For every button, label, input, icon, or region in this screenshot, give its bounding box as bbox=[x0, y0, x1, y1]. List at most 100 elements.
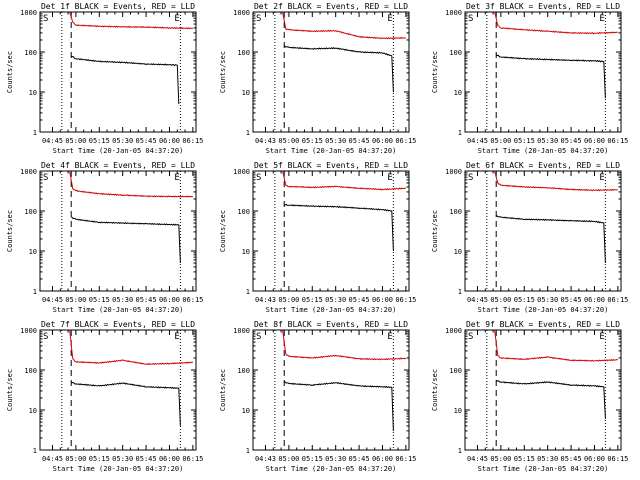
x-tick-label: 06:00 bbox=[372, 137, 393, 145]
x-tick-label: 06:00 bbox=[372, 296, 393, 304]
plot-frame bbox=[39, 329, 197, 451]
series-lld bbox=[282, 11, 406, 40]
series-lld bbox=[69, 329, 193, 366]
x-tick-label: 05:00 bbox=[490, 137, 511, 145]
y-tick-label: 1000 bbox=[20, 327, 37, 335]
y-tick-label: 1 bbox=[33, 129, 37, 137]
panel-det-7: Det 7f BLACK = Events, RED = LLD 1 10 100 10… bbox=[6, 320, 203, 473]
start-marker-label: S bbox=[468, 14, 473, 24]
x-tick-label: 05:00 bbox=[278, 455, 299, 463]
x-tick-label: 05:30 bbox=[537, 296, 558, 304]
x-axis-label: Start Time (20-Jan-05 04:37:20) bbox=[478, 147, 609, 155]
y-tick-label: 1 bbox=[246, 129, 250, 137]
y-axis-label: Counts/sec bbox=[6, 210, 14, 252]
start-marker-label: S bbox=[256, 14, 261, 24]
x-axis-label: Start Time (20-Jan-05 04:37:20) bbox=[266, 306, 397, 314]
x-tick-label: 05:15 bbox=[89, 137, 110, 145]
x-tick-label: 05:30 bbox=[325, 296, 346, 304]
y-axis-label: Counts/sec bbox=[6, 369, 14, 411]
y-tick-label: 1 bbox=[246, 288, 250, 296]
y-tick-label: 1 bbox=[458, 129, 462, 137]
x-tick-label: 04:43 bbox=[255, 296, 276, 304]
panel-title: Det 7f BLACK = Events, RED = LLD bbox=[41, 320, 195, 329]
x-tick-label: 06:15 bbox=[607, 137, 628, 145]
x-tick-label: 05:45 bbox=[136, 137, 157, 145]
x-tick-label: 06:15 bbox=[607, 296, 628, 304]
x-tick-label: 06:00 bbox=[159, 296, 180, 304]
y-axis-label: Counts/sec bbox=[6, 51, 14, 93]
panel-det-8: Det 8f BLACK = Events, RED = LLD 1 10 100 10… bbox=[219, 320, 416, 473]
x-tick-label: 04:43 bbox=[255, 137, 276, 145]
y-tick-label: 100 bbox=[237, 49, 250, 57]
plot-frame bbox=[252, 329, 410, 451]
panel-det-2: Det 2f BLACK = Events, RED = LLD 1 10 100 10… bbox=[219, 2, 416, 155]
end-marker-label: E bbox=[599, 332, 604, 342]
start-marker-label: S bbox=[43, 332, 48, 342]
x-tick-label: 04:45 bbox=[42, 455, 63, 463]
series-events bbox=[495, 380, 606, 419]
x-tick-label: 05:45 bbox=[349, 455, 370, 463]
y-axis-label: Counts/sec bbox=[219, 51, 227, 93]
x-tick-label: 05:45 bbox=[349, 137, 370, 145]
series-lld bbox=[69, 11, 193, 30]
x-tick-label: 05:00 bbox=[65, 455, 86, 463]
x-tick-label: 05:45 bbox=[136, 296, 157, 304]
x-tick-label: 05:00 bbox=[490, 296, 511, 304]
y-tick-label: 100 bbox=[237, 208, 250, 216]
y-tick-label: 100 bbox=[449, 367, 462, 375]
end-marker-label: E bbox=[599, 173, 604, 183]
x-tick-label: 06:15 bbox=[607, 455, 628, 463]
panel-det-9: Det 9f BLACK = Events, RED = LLD 1 10 100 10… bbox=[431, 320, 628, 473]
series-events bbox=[495, 54, 606, 99]
end-marker-label: E bbox=[174, 332, 179, 342]
y-tick-label: 10 bbox=[242, 407, 250, 415]
x-tick-label: 05:00 bbox=[65, 296, 86, 304]
end-marker-label: E bbox=[387, 14, 392, 24]
x-axis-label: Start Time (20-Jan-05 04:37:20) bbox=[266, 147, 397, 155]
x-axis-label: Start Time (20-Jan-05 04:37:20) bbox=[53, 465, 184, 473]
x-tick-label: 04:45 bbox=[42, 296, 63, 304]
y-tick-label: 1000 bbox=[445, 9, 462, 17]
y-tick-label: 1 bbox=[33, 447, 37, 455]
y-tick-label: 10 bbox=[242, 248, 250, 256]
series-events bbox=[70, 381, 181, 426]
series-lld bbox=[282, 170, 406, 191]
end-marker-label: E bbox=[599, 14, 604, 24]
x-tick-label: 05:45 bbox=[136, 455, 157, 463]
x-tick-label: 05:15 bbox=[89, 455, 110, 463]
start-marker-label: S bbox=[468, 332, 473, 342]
x-tick-label: 05:15 bbox=[514, 296, 535, 304]
panel-det-3: Det 3f BLACK = Events, RED = LLD 1 10 100 10… bbox=[431, 2, 628, 155]
series-lld bbox=[282, 329, 407, 361]
x-tick-label: 06:00 bbox=[584, 455, 605, 463]
x-axis-label: Start Time (20-Jan-05 04:37:20) bbox=[53, 306, 184, 314]
y-tick-label: 100 bbox=[24, 208, 37, 216]
x-tick-label: 04:45 bbox=[467, 296, 488, 304]
panel-title: Det 8f BLACK = Events, RED = LLD bbox=[254, 320, 408, 329]
x-axis-label: Start Time (20-Jan-05 04:37:20) bbox=[266, 465, 397, 473]
plot-frame bbox=[464, 329, 622, 451]
y-axis-label: Counts/sec bbox=[431, 51, 439, 93]
series-events bbox=[70, 55, 180, 105]
x-tick-label: 06:15 bbox=[182, 455, 203, 463]
x-tick-label: 05:00 bbox=[490, 455, 511, 463]
x-tick-label: 05:15 bbox=[302, 455, 323, 463]
x-tick-label: 06:00 bbox=[159, 455, 180, 463]
x-tick-label: 05:30 bbox=[112, 455, 133, 463]
panel-title: Det 6f BLACK = Events, RED = LLD bbox=[466, 161, 620, 170]
y-tick-label: 10 bbox=[29, 248, 37, 256]
plot-frame bbox=[464, 11, 622, 133]
series-lld bbox=[69, 170, 194, 198]
panel-title: Det 2f BLACK = Events, RED = LLD bbox=[254, 2, 408, 11]
x-tick-label: 05:15 bbox=[302, 296, 323, 304]
x-tick-label: 06:15 bbox=[395, 137, 416, 145]
end-marker-label: E bbox=[387, 173, 392, 183]
series-lld bbox=[494, 329, 619, 362]
series-events bbox=[283, 203, 394, 252]
y-axis-label: Counts/sec bbox=[431, 210, 439, 252]
x-tick-label: 06:15 bbox=[182, 296, 203, 304]
y-tick-label: 10 bbox=[454, 89, 462, 97]
panel-det-6: Det 6f BLACK = Events, RED = LLD 1 10 100 10… bbox=[431, 161, 628, 314]
y-tick-label: 1 bbox=[458, 288, 462, 296]
